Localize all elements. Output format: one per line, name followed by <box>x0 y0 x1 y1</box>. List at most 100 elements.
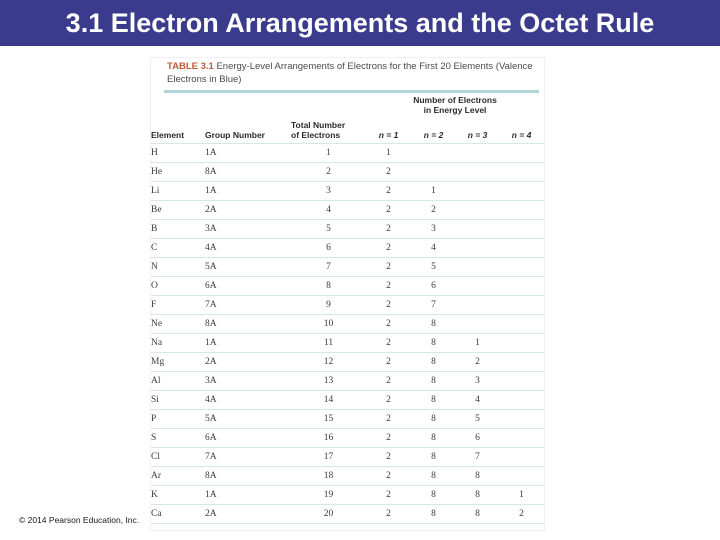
table-row: Al 3A 13 2 8 3 <box>151 371 545 391</box>
table-row: He 8A 2 2 <box>151 162 545 182</box>
n2-electrons-cell: 5 <box>411 257 456 277</box>
element-cell: H <box>151 143 205 163</box>
total-number-line2: of Electrons <box>291 130 341 140</box>
table-row: N 5A 7 2 5 <box>151 257 545 277</box>
n3-electrons-cell: 5 <box>456 409 499 429</box>
n3-electrons-cell: 7 <box>456 447 499 467</box>
total-electrons-cell: 3 <box>291 181 366 201</box>
n1-electrons-cell: 2 <box>366 504 411 524</box>
table-caption-text: Energy-Level Arrangements of Electrons f… <box>167 61 533 85</box>
n3-electrons-cell <box>456 143 499 163</box>
n2-electrons-cell <box>411 143 456 163</box>
table-row: Ne 8A 10 2 8 <box>151 314 545 334</box>
n3-electrons-cell <box>456 181 499 201</box>
n3-electrons-cell: 8 <box>456 485 499 505</box>
n4-electrons-cell <box>499 466 545 486</box>
n2-electrons-cell <box>411 162 456 182</box>
group-number-cell: 3A <box>205 371 291 391</box>
n3-electrons-cell: 6 <box>456 428 499 448</box>
total-electrons-cell: 10 <box>291 314 366 334</box>
total-electrons-cell: 13 <box>291 371 366 391</box>
group-number-cell: 3A <box>205 219 291 239</box>
n2-electrons-cell: 8 <box>411 352 456 372</box>
n3-electrons-cell: 1 <box>456 333 499 353</box>
n1-electrons-cell: 1 <box>366 143 411 163</box>
total-electrons-column-header: Total Number of Electrons <box>291 118 366 144</box>
n2-electrons-cell: 8 <box>411 333 456 353</box>
n1-electrons-cell: 2 <box>366 390 411 410</box>
total-electrons-cell: 19 <box>291 485 366 505</box>
group-number-cell: 2A <box>205 504 291 524</box>
table-row: Mg 2A 12 2 8 2 <box>151 352 545 372</box>
element-cell: Ar <box>151 466 205 486</box>
total-electrons-cell: 20 <box>291 504 366 524</box>
n4-electrons-cell: 2 <box>499 504 545 524</box>
n1-electrons-cell: 2 <box>366 447 411 467</box>
table-row: Na 1A 11 2 8 1 <box>151 333 545 353</box>
n4-electrons-cell <box>499 371 545 391</box>
n2-electrons-cell: 8 <box>411 371 456 391</box>
total-electrons-cell: 5 <box>291 219 366 239</box>
energy-span-line1: Number of Electrons <box>413 95 497 105</box>
n1-electrons-cell: 2 <box>366 295 411 315</box>
table-row: P 5A 15 2 8 5 <box>151 409 545 429</box>
n4-column-header: n = 4 <box>499 118 545 144</box>
element-cell: Be <box>151 200 205 220</box>
group-number-cell: 2A <box>205 200 291 220</box>
group-number-cell: 5A <box>205 257 291 277</box>
n4-electrons-cell <box>499 390 545 410</box>
n1-electrons-cell: 2 <box>366 333 411 353</box>
element-cell: K <box>151 485 205 505</box>
group-number-cell: 1A <box>205 333 291 353</box>
n2-electrons-cell: 8 <box>411 466 456 486</box>
n2-electrons-cell: 3 <box>411 219 456 239</box>
table-row: Si 4A 14 2 8 4 <box>151 390 545 410</box>
n4-electrons-cell <box>499 276 545 296</box>
table-row: Ar 8A 18 2 8 8 <box>151 466 545 486</box>
n3-column-header: n = 3 <box>456 118 499 144</box>
n3-electrons-cell: 4 <box>456 390 499 410</box>
element-cell: Si <box>151 390 205 410</box>
total-electrons-cell: 16 <box>291 428 366 448</box>
group-number-cell: 2A <box>205 352 291 372</box>
group-number-cell: 8A <box>205 314 291 334</box>
group-number-cell: 7A <box>205 295 291 315</box>
n2-electrons-cell: 8 <box>411 428 456 448</box>
group-number-cell: 7A <box>205 447 291 467</box>
span-header-row: Number of Electrons in Energy Level <box>151 93 544 118</box>
n3-electrons-cell <box>456 257 499 277</box>
n4-electrons-cell <box>499 238 545 258</box>
group-number-cell: 1A <box>205 485 291 505</box>
n2-electrons-cell: 2 <box>411 200 456 220</box>
element-cell: B <box>151 219 205 239</box>
table-row: Cl 7A 17 2 8 7 <box>151 447 545 467</box>
table-label: TABLE 3.1 <box>167 61 214 72</box>
total-electrons-cell: 12 <box>291 352 366 372</box>
n1-electrons-cell: 2 <box>366 352 411 372</box>
table-row: O 6A 8 2 6 <box>151 276 545 296</box>
n3-electrons-cell <box>456 238 499 258</box>
group-number-cell: 4A <box>205 238 291 258</box>
total-electrons-cell: 6 <box>291 238 366 258</box>
n3-electrons-cell: 8 <box>456 504 499 524</box>
n4-electrons-cell <box>499 352 545 372</box>
n3-electrons-cell: 8 <box>456 466 499 486</box>
n1-electrons-cell: 2 <box>366 181 411 201</box>
table-row: H 1A 1 1 <box>151 143 545 163</box>
total-number-line1: Total Number <box>291 120 346 130</box>
table-row: S 6A 16 2 8 6 <box>151 428 545 448</box>
n4-electrons-cell <box>499 200 545 220</box>
n1-electrons-cell: 2 <box>366 466 411 486</box>
table-row: Li 1A 3 2 1 <box>151 181 545 201</box>
group-number-cell: 1A <box>205 181 291 201</box>
n2-electrons-cell: 8 <box>411 504 456 524</box>
n4-electrons-cell <box>499 409 545 429</box>
slide-title: 3.1 Electron Arrangements and the Octet … <box>65 7 655 38</box>
element-cell: Ne <box>151 314 205 334</box>
n2-electrons-cell: 7 <box>411 295 456 315</box>
group-number-cell: 8A <box>205 162 291 182</box>
n2-electrons-cell: 8 <box>411 409 456 429</box>
title-bar: 3.1 Electron Arrangements and the Octet … <box>0 0 720 46</box>
electron-table: Number of Electrons in Energy Level Elem… <box>151 93 545 524</box>
